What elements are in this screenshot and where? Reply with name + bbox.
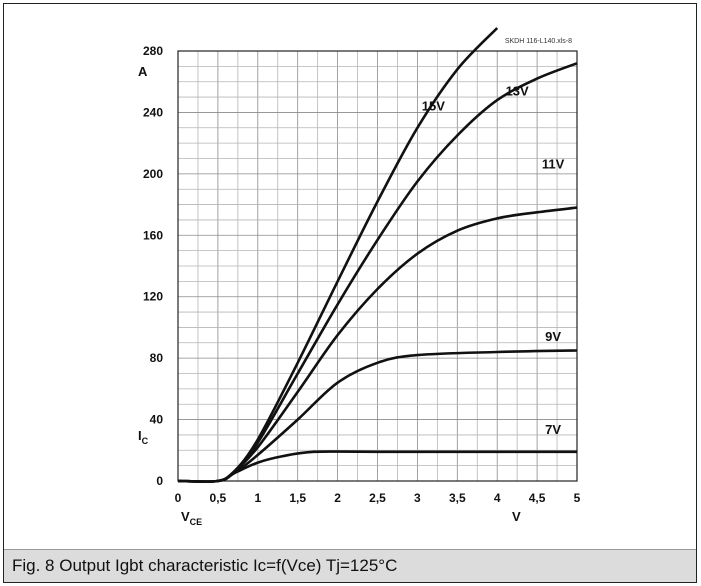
x-tick-label: 4,5 xyxy=(529,491,546,505)
x-tick-label: 4 xyxy=(494,491,501,505)
x-tick-label: 2 xyxy=(334,491,341,505)
figure-caption: Fig. 8 Output Igbt characteristic Ic=f(V… xyxy=(12,556,398,575)
y-tick-label: 240 xyxy=(143,105,163,119)
series-label: 15V xyxy=(422,98,445,113)
x-unit-label: V xyxy=(512,509,521,524)
x-tick-label: 3,5 xyxy=(449,491,466,505)
curves xyxy=(177,27,578,483)
x-axis-label-main: V xyxy=(181,509,190,524)
x-tick-label: 5 xyxy=(574,491,581,505)
y-tick-label: 40 xyxy=(150,413,164,427)
y-tick-label: 160 xyxy=(143,228,163,242)
y-tick-label: 200 xyxy=(143,167,163,181)
y-axis-label: IC xyxy=(138,428,149,446)
curve-15V xyxy=(177,27,499,483)
plot-border xyxy=(177,50,578,482)
series-label: 11V xyxy=(542,156,565,171)
y-unit-label: A xyxy=(138,64,148,79)
y-axis-label-main: I xyxy=(138,428,142,443)
x-tick-labels: 0 0,5 1 1,5 2 2,5 3 3,5 4 4,5 5 xyxy=(175,491,581,505)
x-tick-label: 0,5 xyxy=(210,491,227,505)
series-label: 7V xyxy=(545,422,561,437)
y-tick-label: 280 xyxy=(143,44,163,58)
series-label: 13V xyxy=(506,83,529,98)
x-tick-label: 0 xyxy=(175,491,182,505)
x-axis-label: VCE xyxy=(181,509,202,527)
grid xyxy=(177,50,578,482)
y-axis-label-sub: C xyxy=(142,436,149,446)
x-tick-label: 1,5 xyxy=(289,491,306,505)
y-tick-label: 120 xyxy=(143,290,163,304)
x-tick-label: 1 xyxy=(254,491,261,505)
chart-reference: SKDH 116-L140.xls-8 xyxy=(505,38,572,45)
y-tick-label: 80 xyxy=(150,351,164,365)
x-tick-label: 3 xyxy=(414,491,421,505)
x-axis-label-sub: CE xyxy=(190,517,203,527)
series-label: 9V xyxy=(545,329,561,344)
x-tick-label: 2,5 xyxy=(369,491,386,505)
y-tick-labels: 0 40 80 120 160 200 240 280 xyxy=(143,44,163,488)
caption-bar: Fig. 8 Output Igbt characteristic Ic=f(V… xyxy=(4,549,696,582)
y-tick-label: 0 xyxy=(156,474,163,488)
series-labels: 7V 9V 11V 13V 15V xyxy=(422,83,565,436)
